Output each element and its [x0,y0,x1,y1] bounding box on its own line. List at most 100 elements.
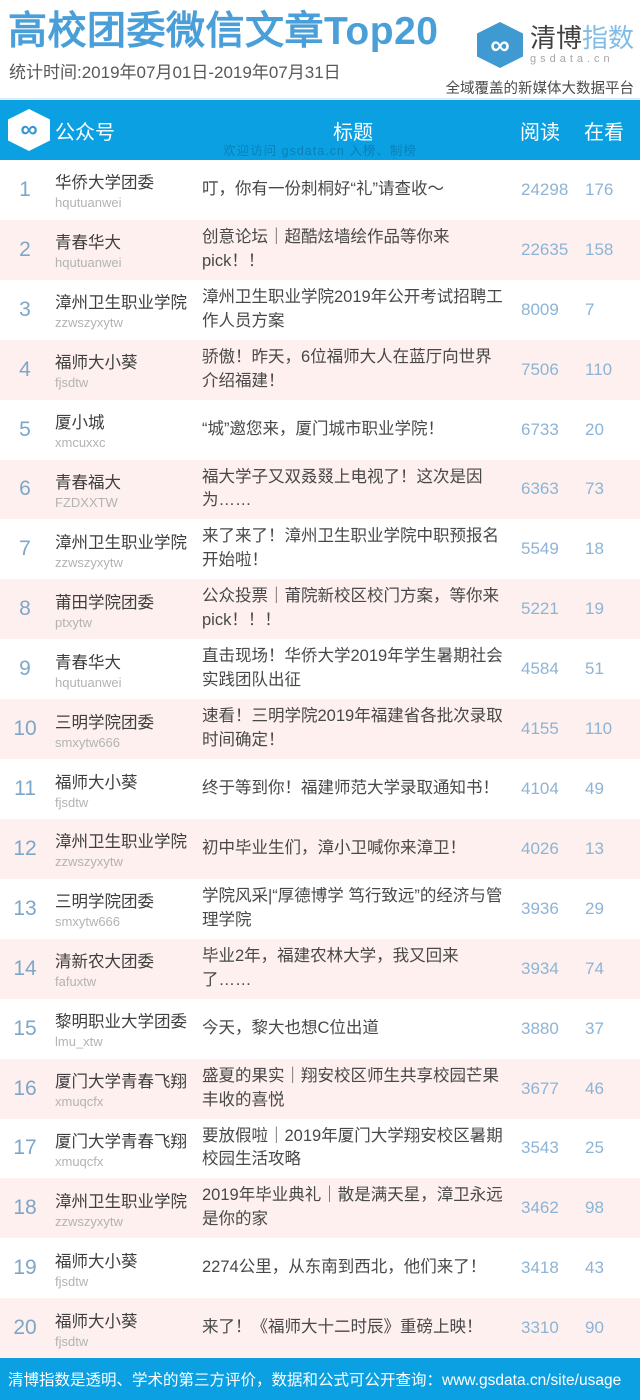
date-range: 统计时间:2019年07月01日-2019年07月31日 [9,63,341,82]
account-id: fjsdtw [55,1273,89,1289]
account-name: 福师大小葵 [55,773,138,792]
read-count: 3936 [521,898,559,918]
article-title: 来了！《福师大十二时辰》重磅上映！ [202,1318,483,1337]
article-title: 2274公里，从东南到西北，他们来了！ [202,1258,487,1277]
account-name: 三明学院团委 [55,893,154,912]
look-count: 73 [585,479,604,499]
table-row: 17 厦门大学青春飞翔 xmuqcfx 要放假啦｜2019年厦门大学翔安校区暑期… [0,1118,640,1179]
account-id: ptxytw [55,614,92,630]
rank-number: 2 [19,237,31,261]
article-title: 来了来了！漳州卫生职业学院中职预报名开始啦！ [202,527,499,570]
column-header-title: 标题 [333,121,373,144]
read-count: 7506 [521,359,559,379]
table-row: 3 漳州卫生职业学院 zzwszyxytw 漳州卫生职业学院2019年公开考试招… [0,279,640,340]
article-title: “城”邀您来，厦门城市职业学院！ [202,419,444,438]
table-row: 8 莆田学院团委 ptxytw 公众投票｜莆院新校区校门方案，等你来pick！！… [0,579,640,640]
look-count: 20 [585,419,604,439]
infinity-icon: ∞ [20,116,38,143]
table-row: 20 福师大小葵 fjsdtw 来了！《福师大十二时辰》重磅上映！ 3310 9… [0,1298,640,1359]
account-name: 清新农大团委 [55,953,154,972]
read-count: 3543 [521,1138,559,1158]
read-count: 6363 [521,479,559,499]
account-id: zzwszyxytw [55,854,123,870]
account-name: 漳州卫生职业学院 [55,833,187,852]
brand-logo: ∞ 清博指数 gsdata.cn 全域覆盖的新媒体大数据平台 [445,22,635,98]
article-title: 终于等到你！福建师范大学录取通知书！ [202,779,499,798]
read-count: 6733 [521,419,559,439]
brand-domain: gsdata.cn [529,53,614,66]
article-title: 学院风采|“厚德博学 笃行致远”的经济与管理学院 [202,886,503,929]
table-row: 14 清新农大团委 fafuxtw 毕业2年，福建农林大学，我又回来了…… 39… [0,938,640,999]
table-row: 11 福师大小葵 fjsdtw 终于等到你！福建师范大学录取通知书！ 4104 … [0,759,640,819]
account-id: xmcuxxc [55,435,106,451]
look-count: 19 [585,599,604,619]
article-title: 公众投票｜莆院新校区校门方案，等你来pick！！！ [202,587,499,630]
table-row: 4 福师大小葵 fjsdtw 骄傲！昨天，6位福师大人在蓝厅向世界介绍福建！ 7… [0,339,640,400]
account-name: 福师大小葵 [55,354,138,373]
rank-number: 7 [19,537,31,561]
read-count: 3934 [521,958,559,978]
rank-number: 13 [13,896,37,920]
table-row: 1 华侨大学团委 hqutuanwei 叮，你有一份刺桐好“礼”请查收～ 242… [0,160,640,220]
read-count: 4155 [521,719,559,739]
look-count: 74 [585,958,604,978]
account-id: fafuxtw [55,974,97,990]
rank-number: 1 [19,177,31,201]
account-name: 莆田学院团委 [55,593,154,612]
article-title: 直击现场！华侨大学2019年学生暑期社会实践团队出征 [202,647,503,690]
page-footer: 清博指数是透明、学术的第三方评价，数据和公式可公开查询：www.gsdata.c… [0,1358,640,1400]
article-title: 毕业2年，福建农林大学，我又回来了…… [202,946,459,989]
look-count: 110 [585,719,613,739]
rank-number: 12 [13,836,37,860]
read-count: 4584 [521,659,559,679]
account-id: hqutuanwei [55,255,122,271]
account-name: 福师大小葵 [55,1312,138,1331]
read-count: 5549 [521,539,559,559]
table-row: 13 三明学院团委 smxytw666 学院风采|“厚德博学 笃行致远”的经济与… [0,878,640,939]
brand-tagline: 全域覆盖的新媒体大数据平台 [445,81,635,97]
account-name: 漳州卫生职业学院 [55,294,187,313]
page-title: 高校团委微信文章Top20 [8,10,439,53]
look-count: 7 [585,299,595,319]
brand-name: 清博指数 [530,24,634,52]
account-id: xmuqcfx [55,1153,104,1169]
rank-number: 3 [19,297,31,321]
account-name: 青春华大 [55,653,121,672]
table-rows: 1 华侨大学团委 hqutuanwei 叮，你有一份刺桐好“礼”请查收～ 242… [0,160,640,1359]
account-id: smxytw666 [55,914,121,930]
article-title: 骄傲！昨天，6位福师大人在蓝厅向世界介绍福建！ [202,347,492,390]
account-name: 厦门大学青春飞翔 [55,1132,187,1151]
account-name: 华侨大学团委 [55,174,154,193]
table-row: 9 青春华大 hqutuanwei 直击现场！华侨大学2019年学生暑期社会实践… [0,639,640,700]
rank-number: 5 [19,417,31,441]
rank-number: 6 [19,477,31,501]
account-name: 福师大小葵 [55,1252,138,1271]
column-header-reads: 阅读 [520,121,560,144]
rank-number: 17 [13,1136,37,1160]
column-header-looks: 在看 [584,121,624,144]
read-count: 4104 [521,779,559,799]
look-count: 176 [585,179,614,199]
article-title: 速看！三明学院2019年福建省各批次录取时间确定！ [202,707,503,750]
table-header: ∞ 公众号 标题 阅读 在看 欢迎访问 gsdata.cn 入榜、制榜 [0,100,640,160]
account-name: 漳州卫生职业学院 [55,533,187,552]
table-row: 15 黎明职业大学团委 lmu_xtw 今天，黎大也想C位出道 3880 37 [0,998,640,1059]
table-row: 7 漳州卫生职业学院 zzwszyxytw 来了来了！漳州卫生职业学院中职预报名… [0,519,640,580]
rank-number: 4 [19,357,31,381]
account-name: 青春华大 [55,234,121,253]
account-id: zzwszyxytw [55,315,123,331]
rank-number: 16 [13,1076,37,1100]
table-row: 18 漳州卫生职业学院 zzwszyxytw 2019年毕业典礼｜散是满天星，漳… [0,1178,640,1239]
read-count: 3462 [521,1198,559,1218]
look-count: 158 [585,239,614,259]
account-id: fjsdtw [55,1333,89,1349]
rank-number: 8 [19,597,31,621]
infinity-hexagon-icon-small: ∞ [8,109,50,151]
read-count: 5221 [521,599,559,619]
article-title: 漳州卫生职业学院2019年公开考试招聘工作人员方案 [202,287,503,330]
table-row: 16 厦门大学青春飞翔 xmuqcfx 盛夏的果实｜翔安校区师生共享校园芒果丰收… [0,1058,640,1119]
rank-number: 15 [13,1016,37,1040]
infinity-hexagon-icon: ∞ [476,22,523,68]
read-count: 8009 [521,299,559,319]
footer-text: 清博指数是透明、学术的第三方评价，数据和公式可公开查询：www.gsdata.c… [8,1372,622,1389]
